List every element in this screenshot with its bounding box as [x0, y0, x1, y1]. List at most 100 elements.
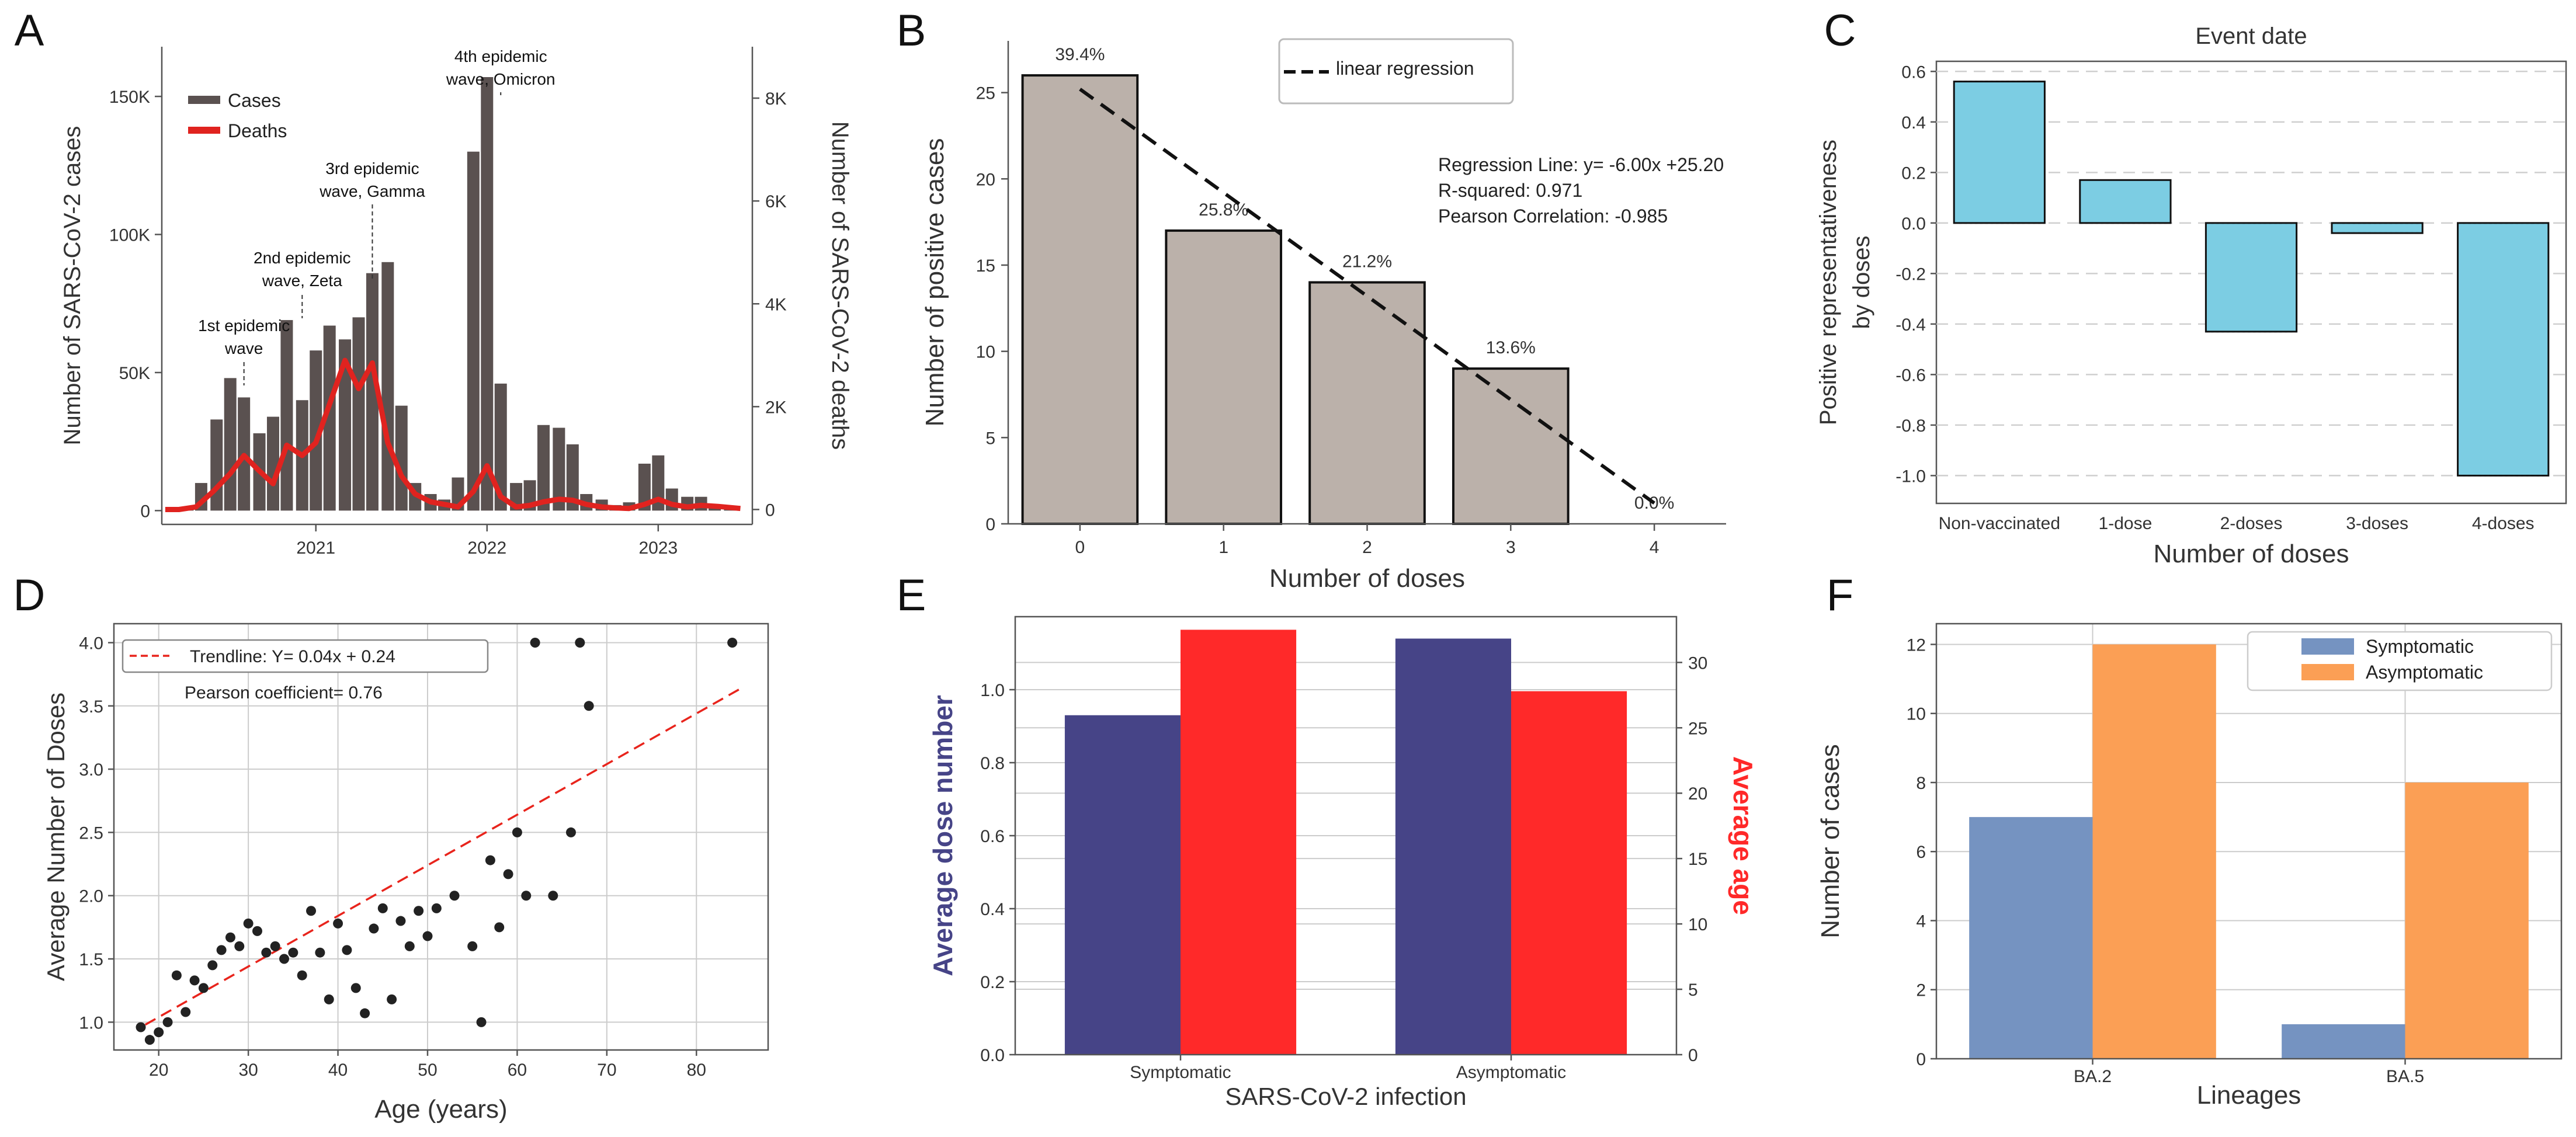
x-tick-label: Symptomatic — [1130, 1063, 1231, 1082]
y-tick-label: 25 — [976, 84, 995, 103]
y2-tick-label: 6K — [765, 192, 787, 211]
legend-swatch — [2301, 638, 2354, 655]
y-tick-label: 4.0 — [79, 634, 103, 653]
bar-percent-label: 21.2% — [1342, 252, 1392, 272]
data-point — [369, 923, 379, 934]
panel-d: D 20 30 40 50 60 70 80 1.0 1.5 2.0 2.5 3.0 3.5 4.0 Age … — [13, 571, 769, 1124]
y-tick-label: 1.0 — [980, 681, 1005, 700]
plot-frame — [113, 623, 769, 1051]
data-point — [387, 994, 397, 1004]
x-tick-label: 70 — [597, 1060, 616, 1080]
x-tick-label: 2023 — [638, 538, 678, 558]
data-point — [270, 941, 280, 951]
panel-label: A — [15, 6, 44, 55]
x-tick-label: 80 — [687, 1060, 706, 1080]
x-tick-label: 3 — [1506, 538, 1516, 557]
legend-swatch — [2301, 664, 2354, 680]
plot-frame — [1935, 623, 2563, 1060]
y2-tick-label: 2K — [765, 398, 787, 417]
x-tick-label: 2021 — [296, 538, 335, 558]
y-tick-label: 2 — [1916, 981, 1926, 1000]
y-tick-label: 0.4 — [1901, 113, 1926, 133]
bar-percent-label: 39.4% — [1055, 45, 1105, 64]
y-tick-label: 1.5 — [79, 950, 103, 969]
data-point — [342, 945, 352, 955]
bar-percent-label: 25.8% — [1199, 200, 1248, 220]
cases-bar — [280, 320, 293, 511]
y2-tick-label: 4K — [765, 295, 787, 314]
panel-a: A 2021 2022 2023 0 50K 100K 150K 0 2K 4K 6K 8K Number… — [15, 6, 853, 558]
annotation-text: 3rd epidemic — [325, 159, 419, 178]
data-point — [404, 941, 415, 951]
legend-label: Symptomatic — [2366, 636, 2474, 657]
x-tick-label: 2-doses — [2220, 514, 2283, 533]
regression-stat-text: Regression Line: y= -6.00x +25.20 — [1438, 154, 1724, 175]
y-axis-label: by doses — [1849, 235, 1874, 329]
legend-box — [121, 639, 489, 673]
cases-bar — [709, 507, 721, 511]
data-point — [136, 1022, 146, 1032]
data-point — [154, 1027, 164, 1038]
x-tick-label: 3-doses — [2346, 514, 2408, 533]
y2-tick-label: 0 — [1688, 1046, 1698, 1065]
cases-bar — [537, 425, 550, 511]
y-axis-label: Number of SARS-CoV-2 cases — [60, 126, 85, 446]
y2-tick-label: 20 — [1688, 784, 1707, 804]
data-point — [485, 855, 495, 865]
data-point — [171, 970, 182, 980]
cases-bar — [395, 405, 408, 511]
y-tick-label: 10 — [976, 343, 995, 362]
x-tick-label: Non-vaccinated — [1939, 514, 2060, 533]
bar-percent-label: 13.6% — [1486, 338, 1536, 357]
data-point — [315, 947, 325, 958]
x-tick-label: 50 — [418, 1060, 437, 1080]
x-tick-label: 2022 — [467, 538, 506, 558]
y-tick-label: 0.6 — [980, 827, 1005, 846]
annotation-text: wave, Gamma — [319, 182, 425, 200]
data-point — [288, 947, 298, 958]
age-bar — [1181, 630, 1297, 1055]
y-tick-label: 4 — [1916, 912, 1926, 931]
cases-bar — [339, 339, 352, 511]
cases-bar — [352, 317, 365, 511]
asymptomatic-bar — [2405, 782, 2529, 1059]
data-point — [530, 637, 540, 648]
y-tick-label: -0.4 — [1895, 315, 1926, 335]
data-point — [395, 916, 406, 926]
x-tick-label: 0 — [1075, 538, 1085, 557]
y-tick-label: 0 — [140, 502, 150, 521]
data-point — [198, 983, 209, 993]
cases-bar — [494, 383, 507, 511]
data-point — [207, 960, 218, 971]
cases-bar — [481, 77, 494, 511]
y2-tick-label: 15 — [1688, 850, 1707, 869]
x-tick-label: 30 — [238, 1060, 258, 1080]
y-tick-label: 2.5 — [79, 823, 103, 843]
y-tick-label: 2.0 — [79, 887, 103, 906]
trendline — [144, 687, 742, 1026]
x-axis-label: SARS-CoV-2 infection — [1225, 1083, 1466, 1110]
y-axis-label: Positive representativeness — [1815, 140, 1841, 425]
data-point — [350, 983, 361, 993]
legend-label: Cases — [228, 90, 281, 111]
data-point — [189, 975, 200, 986]
cases-bar — [553, 427, 565, 511]
data-point — [377, 903, 388, 913]
legend-label: linear regression — [1336, 58, 1474, 79]
y2-axis-label: Number of SARS-CoV-2 deaths — [827, 121, 853, 450]
x-tick-label: 1 — [1218, 538, 1228, 557]
y-axis-label: Average Number of Doses — [42, 693, 70, 981]
x-tick-label: BA.2 — [2074, 1067, 2112, 1086]
cases-bar — [467, 151, 480, 511]
y-tick-label: -0.6 — [1895, 366, 1926, 385]
y-tick-label: 0.0 — [980, 1046, 1005, 1065]
dose-bar — [1021, 74, 1139, 526]
annotation-text: 4th epidemic — [454, 47, 547, 65]
representativeness-bar — [1953, 81, 2046, 224]
representativeness-bar — [2079, 179, 2172, 224]
cases-bar — [566, 444, 579, 511]
panel-label: B — [897, 6, 926, 55]
x-tick-label: 20 — [149, 1060, 168, 1080]
data-point — [422, 931, 433, 941]
data-point — [234, 941, 245, 951]
